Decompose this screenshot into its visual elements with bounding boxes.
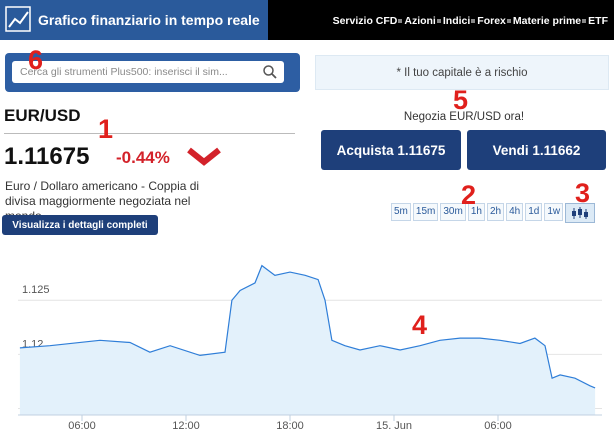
trade-prompt: Negozia EUR/USD ora! bbox=[403, 111, 525, 123]
down-arrow bbox=[187, 147, 221, 166]
divider bbox=[4, 133, 295, 134]
timeframe-button[interactable]: 15m bbox=[412, 203, 439, 221]
annotation: 5 bbox=[453, 85, 469, 115]
buy-button[interactable]: Acquista 1.11675 bbox=[321, 130, 461, 170]
risk-notice: * Il tuo capitale è a rischio bbox=[315, 55, 609, 90]
timeframe-button[interactable]: 1d bbox=[525, 203, 543, 221]
nav: Servizio CFD Azioni Indici Forex Materie… bbox=[333, 15, 608, 27]
price: 1.11675 bbox=[4, 143, 90, 170]
timeframe-button[interactable]: 30m bbox=[440, 203, 466, 221]
search-input[interactable] bbox=[12, 61, 284, 83]
area-fill bbox=[19, 265, 596, 415]
timeframe-button[interactable]: 5m bbox=[391, 203, 411, 221]
annotation: 3 bbox=[575, 178, 591, 208]
x-tick-label: 18:00 bbox=[276, 420, 304, 432]
symbol: EUR/USD bbox=[4, 106, 81, 125]
candle-button[interactable] bbox=[565, 203, 596, 223]
nav-link[interactable]: ETF bbox=[581, 15, 608, 27]
timeframe-button[interactable]: 1w bbox=[544, 203, 564, 221]
nav-link[interactable]: Forex bbox=[470, 15, 506, 27]
timeframe-button[interactable]: 4h bbox=[506, 203, 524, 221]
annotation: 6 bbox=[28, 45, 44, 75]
nav-link[interactable]: Materie prime bbox=[506, 15, 581, 27]
annotation: 2 bbox=[461, 180, 477, 210]
y-tick-label: 1.125 bbox=[22, 284, 50, 296]
annotation: 1 bbox=[98, 114, 114, 144]
sell-button[interactable]: Vendi 1.11662 bbox=[467, 130, 606, 170]
x-tick-label: 12:00 bbox=[172, 420, 200, 432]
nav-link[interactable]: Indici bbox=[436, 15, 470, 27]
nav-link[interactable]: Azioni bbox=[397, 15, 436, 27]
x-tick-label: 06:00 bbox=[68, 420, 96, 432]
details-button[interactable]: Visualizza i dettagli completi bbox=[2, 215, 158, 235]
change: -0.44% bbox=[116, 148, 170, 167]
annotation: 4 bbox=[412, 310, 428, 340]
timeframes: 5m 15m 30m 1h 2h 4h 1d 1w bbox=[391, 203, 596, 223]
x-tick-label: 06:00 bbox=[484, 420, 512, 432]
search-placeholder: Cerca gli strumenti Plus500: inserisci i… bbox=[20, 66, 228, 78]
timeframe-button[interactable]: 1h bbox=[467, 203, 485, 221]
price-line bbox=[19, 264, 596, 389]
nav-link[interactable]: Servizio CFD bbox=[332, 15, 398, 27]
chart-icon bbox=[5, 6, 31, 32]
header-bar bbox=[0, 0, 268, 40]
search-icon[interactable] bbox=[262, 64, 278, 80]
header-title: Grafico finanziario in tempo reale bbox=[38, 12, 260, 28]
timeframe-button[interactable]: 2h bbox=[486, 203, 505, 221]
x-tick-label: 15. Jun bbox=[376, 420, 412, 432]
